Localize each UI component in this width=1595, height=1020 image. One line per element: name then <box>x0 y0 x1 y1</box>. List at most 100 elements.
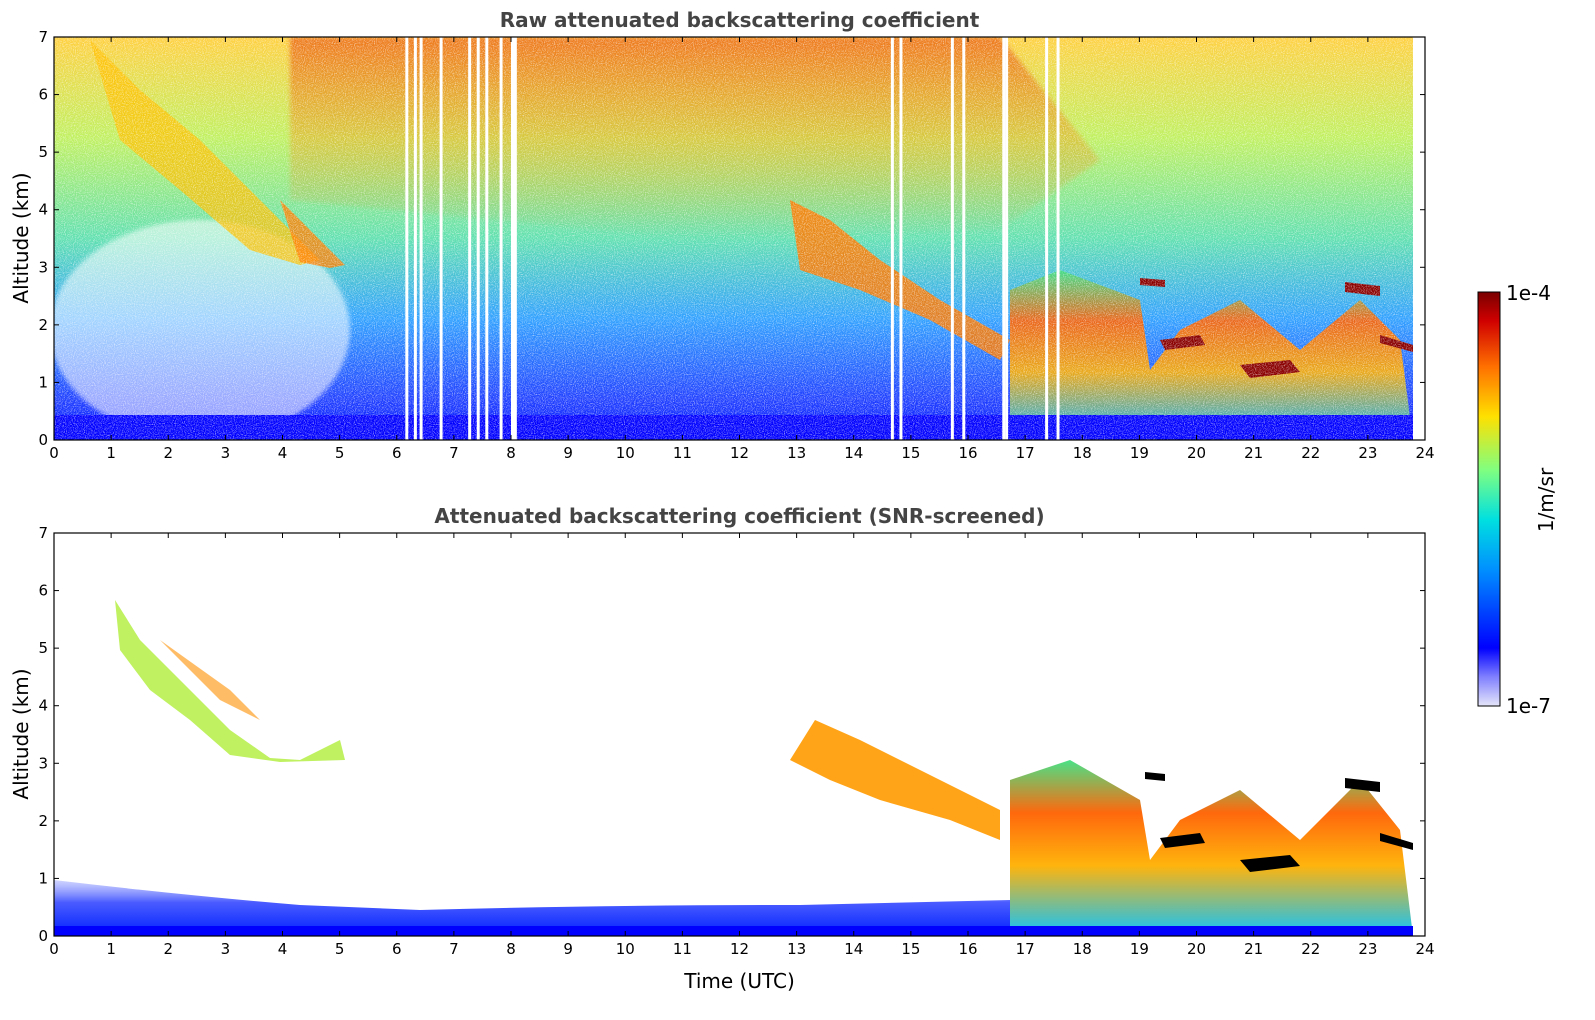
screened-heatmap <box>54 600 1413 936</box>
colorbar-gradient <box>1477 291 1501 707</box>
screened-midlevel-cloud <box>790 720 1000 840</box>
missing-data-column <box>1056 37 1060 440</box>
x-tick-label: 5 <box>335 940 345 958</box>
x-tick-label: 14 <box>844 940 863 958</box>
x-tick-label: 20 <box>1187 444 1206 462</box>
missing-data-column <box>413 37 417 440</box>
x-tick-label: 10 <box>616 940 635 958</box>
x-tick-label: 4 <box>278 940 288 958</box>
x-tick-label: 11 <box>673 940 692 958</box>
screened-cloud-top-5 <box>1145 772 1165 781</box>
x-tick-label: 15 <box>901 444 920 462</box>
y-tick-label: 2 <box>38 316 48 334</box>
screened-y-axis-label: Altitude (km) <box>9 668 33 799</box>
x-tick-label: 23 <box>1358 444 1377 462</box>
x-tick-label: 0 <box>49 940 59 958</box>
y-tick-label: 1 <box>38 869 48 887</box>
x-tick-label: 7 <box>449 940 459 958</box>
x-tick-label: 3 <box>221 444 231 462</box>
screened-cloud-top-4 <box>1345 778 1380 792</box>
missing-data-column <box>511 37 514 440</box>
x-tick-label: 21 <box>1244 940 1263 958</box>
y-tick-label: 6 <box>38 582 48 600</box>
missing-data-column <box>899 37 903 440</box>
missing-data-column <box>468 37 472 440</box>
y-tick-label: 0 <box>38 927 48 945</box>
x-tick-label: 17 <box>1016 940 1035 958</box>
x-tick-label: 15 <box>901 940 920 958</box>
x-tick-label: 8 <box>506 940 516 958</box>
x-tick-label: 8 <box>506 444 516 462</box>
missing-data-column <box>513 37 517 440</box>
x-axis-label: Time (UTC) <box>683 969 795 993</box>
screened-panel-title: Attenuated backscattering coefficient (S… <box>434 504 1044 528</box>
missing-data-column <box>1045 37 1049 440</box>
screened-lower-cloud-deck <box>1010 760 1413 936</box>
x-tick-label: 6 <box>392 444 402 462</box>
x-tick-label: 16 <box>958 444 977 462</box>
raw-no-data-tail <box>1413 37 1425 440</box>
x-tick-label: 10 <box>616 444 635 462</box>
y-tick-label: 7 <box>38 524 48 542</box>
x-tick-label: 24 <box>1415 940 1434 958</box>
missing-data-column <box>962 37 966 440</box>
x-tick-label: 16 <box>958 940 977 958</box>
x-tick-label: 9 <box>563 940 573 958</box>
x-tick-label: 12 <box>730 444 749 462</box>
missing-data-column <box>476 37 480 440</box>
colorbar-max-label: 1e-4 <box>1506 281 1551 305</box>
y-tick-label: 4 <box>38 201 48 219</box>
screened-boundary-layer <box>54 880 1010 936</box>
y-tick-label: 3 <box>38 754 48 772</box>
x-tick-label: 1 <box>106 940 116 958</box>
missing-data-column <box>405 37 409 440</box>
y-tick-label: 2 <box>38 812 48 830</box>
x-tick-label: 6 <box>392 940 402 958</box>
y-tick-label: 1 <box>38 373 48 391</box>
x-tick-label: 22 <box>1301 444 1320 462</box>
x-tick-label: 22 <box>1301 940 1320 958</box>
x-tick-label: 4 <box>278 444 288 462</box>
raw-heatmap <box>54 37 1425 440</box>
x-tick-label: 24 <box>1415 444 1434 462</box>
x-tick-label: 13 <box>787 444 806 462</box>
x-tick-label: 14 <box>844 444 863 462</box>
raw-speckle-noise <box>54 37 1413 440</box>
missing-data-column <box>890 37 894 440</box>
missing-data-column <box>499 37 503 440</box>
screened-cloud-top-3 <box>1380 833 1413 850</box>
missing-data-column <box>485 37 489 440</box>
x-tick-label: 21 <box>1244 444 1263 462</box>
screened-backscatter-panel: Attenuated backscattering coefficient (S… <box>9 504 1435 993</box>
x-tick-label: 2 <box>163 940 173 958</box>
screened-cirrus-layer <box>115 600 345 762</box>
colorbar: 1e-4 1e-7 1/m/sr <box>1477 281 1558 718</box>
missing-data-columns <box>405 37 1060 440</box>
x-tick-label: 18 <box>1073 444 1092 462</box>
screened-cloud-top-2 <box>1160 833 1205 848</box>
x-tick-label: 3 <box>221 940 231 958</box>
screened-axis-ticks: 0 1 2 3 4 5 6 7 8 9 10 11 12 13 14 15 16 17 18 19 20 21 22 23 24… <box>38 524 1434 958</box>
y-tick-label: 4 <box>38 697 48 715</box>
x-tick-label: 23 <box>1358 940 1377 958</box>
raw-axis-ticks: 0 1 2 3 4 5 6 7 8 9 10 11 12 13 14 15 16 17 18 19 20 21 22 23 24… <box>38 28 1434 462</box>
y-tick-label: 5 <box>38 639 48 657</box>
x-tick-label: 0 <box>49 444 59 462</box>
missing-data-column <box>1005 37 1009 440</box>
missing-data-column <box>950 37 954 440</box>
x-tick-label: 18 <box>1073 940 1092 958</box>
x-tick-label: 17 <box>1016 444 1035 462</box>
missing-data-column <box>439 37 443 440</box>
x-tick-label: 19 <box>1130 940 1149 958</box>
y-tick-label: 6 <box>38 86 48 104</box>
colorbar-unit-label: 1/m/sr <box>1534 467 1558 532</box>
screened-surface-layer <box>54 926 1413 936</box>
missing-data-column <box>1002 37 1006 440</box>
x-tick-label: 11 <box>673 444 692 462</box>
x-tick-label: 13 <box>787 940 806 958</box>
raw-panel-title: Raw attenuated backscattering coefficien… <box>500 8 980 32</box>
x-tick-label: 2 <box>163 444 173 462</box>
screened-cirrus-core <box>160 640 260 720</box>
x-tick-label: 19 <box>1130 444 1149 462</box>
